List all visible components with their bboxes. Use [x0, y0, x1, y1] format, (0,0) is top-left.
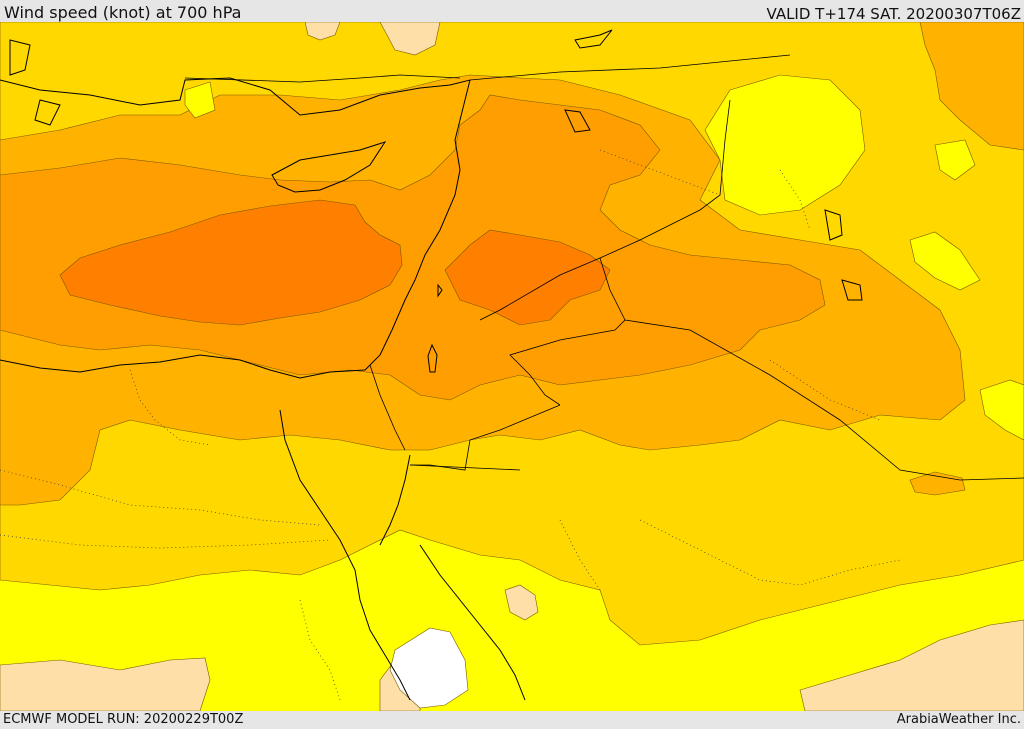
wind-speed-map[interactable]: [0, 22, 1024, 711]
band-1-patch-nw: [184, 81, 216, 119]
borders: [184, 54, 1024, 481]
band-1-patch-e2: [934, 139, 976, 181]
band-3-region-se: [909, 471, 966, 496]
band-1-patch-far-e: [979, 379, 1024, 441]
band-1-patch-ne: [704, 74, 866, 216]
top-header-bar: Wind speed (knot) at 700 hPa VALID T+174…: [0, 0, 1024, 23]
band-4-region: [0, 94, 826, 401]
valid-time-label: VALID T+174 SAT. 20200307T06Z: [766, 5, 1021, 23]
calm-white-patch: [389, 627, 469, 709]
light-patch-north: [379, 22, 441, 56]
light-patch-south: [504, 584, 539, 621]
dotted-contours: [0, 149, 901, 701]
bottom-footer-bar: ECMWF MODEL RUN: 20200229T00Z ArabiaWeat…: [0, 711, 1024, 729]
light-patch-nw: [304, 22, 341, 41]
coastlines: [0, 29, 863, 701]
map-title: Wind speed (knot) at 700 hPa: [4, 3, 242, 22]
band-5-region-west: [59, 199, 403, 326]
light-patch-sw: [0, 657, 211, 711]
light-patch-se: [799, 619, 1024, 711]
credit-label: ArabiaWeather Inc.: [896, 712, 1021, 727]
band-1-patch-e: [909, 231, 981, 291]
band-3-region-ne: [919, 22, 1024, 151]
model-run-label: ECMWF MODEL RUN: 20200229T00Z: [3, 712, 244, 727]
